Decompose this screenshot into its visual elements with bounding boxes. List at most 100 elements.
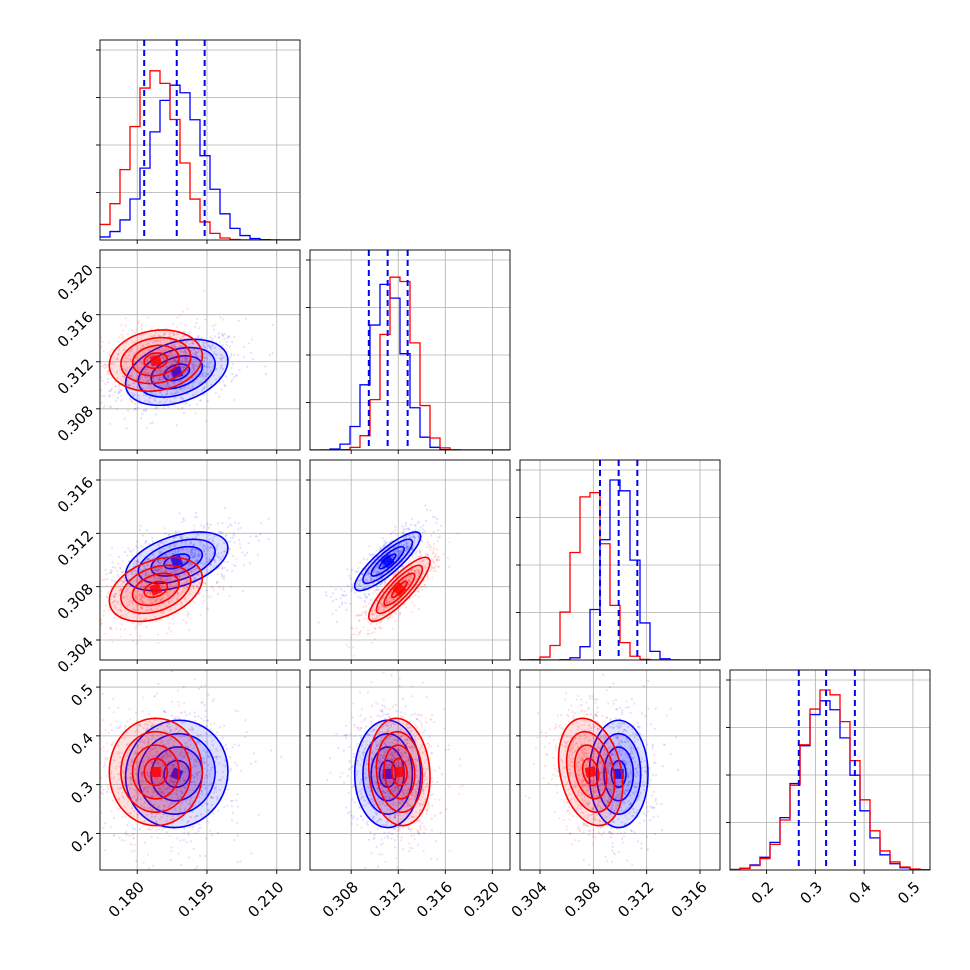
panel-3-3: 0.2 0.3 0.4 0.5 [726,669,931,908]
contour-level-2 [131,572,180,607]
contour-level-3 [581,757,600,787]
density-peak-0 [380,554,395,569]
contour-level-1 [362,538,414,585]
panel-1-1 [306,249,511,454]
y-tick-label: 0.4 [67,729,97,759]
panel-3-2: 0.304 0.308 0.312 0.316 [508,669,721,921]
contour-level-1 [362,732,414,815]
contour-level-2 [573,744,608,800]
contour-level-1 [120,336,192,385]
panel-frame [309,459,511,661]
contour-level-3 [390,757,408,787]
panel-frame [99,459,301,661]
y-tick-label: 0.308 [54,580,97,623]
contour-level-3 [143,352,169,370]
contour-level-0 [108,556,204,623]
x-tick-label: 0.312 [614,878,657,921]
x-tick-label: 0.3 [797,878,827,908]
x-tick-label: 0.320 [460,878,503,921]
contour-level-1 [375,564,424,615]
contours-series-1 [108,329,204,392]
scatter-series-1 [100,522,263,645]
x-tick-label: 0.4 [845,878,875,908]
density-peak-1 [394,766,405,778]
x-tick-label: 0.5 [894,878,924,908]
contours-series-1 [108,717,204,827]
x-tick-label: 0.312 [366,878,409,921]
density-peak-0 [170,767,184,781]
histogram-series-0 [730,700,930,870]
contours-series-1 [368,556,431,623]
contour-level-1 [595,732,642,815]
y-tick-label: 0.320 [54,261,97,304]
contour-level-0 [368,717,431,827]
contour-level-2 [131,344,180,377]
contour-level-2 [603,746,635,802]
contour-level-0 [368,556,431,623]
contour-level-3 [163,363,191,382]
contour-level-3 [163,759,191,789]
contour-level-2 [150,355,204,390]
contour-level-0 [353,531,422,592]
contours-series-0 [588,719,649,829]
panel-frame [99,669,301,871]
x-tick-label: 0.316 [668,878,711,921]
contours-series-1 [557,717,624,827]
panel-0-0 [96,39,301,244]
y-tick-label: 0.5 [67,680,97,710]
density-peak-1 [150,354,162,367]
y-tick-label: 0.316 [54,473,97,516]
contour-level-1 [120,730,192,813]
contour-level-0 [557,717,624,827]
contour-level-0 [108,717,204,827]
panel-2-1 [306,459,511,664]
density-peak-1 [150,766,161,777]
panel-frame [309,669,511,871]
histogram-series-1 [730,689,930,870]
y-tick-label: 0.2 [67,827,97,857]
contours-series-1 [368,717,431,827]
contour-level-2 [383,744,416,800]
x-tick-label: 0.316 [413,878,456,921]
x-tick-label: 0.210 [244,878,287,921]
contour-level-3 [143,757,169,787]
density-peak-1 [584,765,597,778]
panel-frame [519,459,721,661]
contour-level-0 [108,329,204,392]
panel-frame [309,249,511,451]
contour-level-1 [375,730,424,813]
panel-3-1: 0.308 0.312 0.316 0.320 [306,669,511,921]
density-peak-1 [392,582,407,597]
contours-series-0 [353,531,422,592]
panel-3-0: 0.180 0.195 0.210 0.2 0.3 0.4 0.5 [67,669,301,921]
y-tick-label: 0.308 [54,402,97,445]
y-tick-label: 0.3 [67,778,97,808]
contour-level-2 [383,572,416,607]
x-tick-label: 0.2 [748,878,778,908]
y-tick-label: 0.312 [54,527,97,570]
y-tick-label: 0.312 [54,355,97,398]
contour-level-3 [143,580,169,599]
panel-frame [519,669,721,871]
contour-level-0 [124,338,229,407]
x-tick-label: 0.304 [508,878,551,921]
scatter-series-1 [524,689,653,866]
x-tick-label: 0.195 [175,878,218,921]
density-peak-1 [149,582,163,596]
panel-frame [729,669,931,871]
panel-frame [99,39,301,241]
scatter-series-1 [100,678,237,867]
contour-level-0 [124,719,229,829]
y-tick-label: 0.304 [54,633,97,676]
x-tick-label: 0.180 [105,878,148,921]
panel-frame [99,249,301,451]
contour-level-0 [124,531,229,592]
contour-level-2 [150,545,204,577]
x-tick-label: 0.308 [319,878,362,921]
panel-2-0: 0.304 0.308 0.312 0.316 [54,459,301,676]
contours-series-1 [108,556,204,623]
panel-2-2 [516,459,721,664]
x-tick-label: 0.308 [561,878,604,921]
